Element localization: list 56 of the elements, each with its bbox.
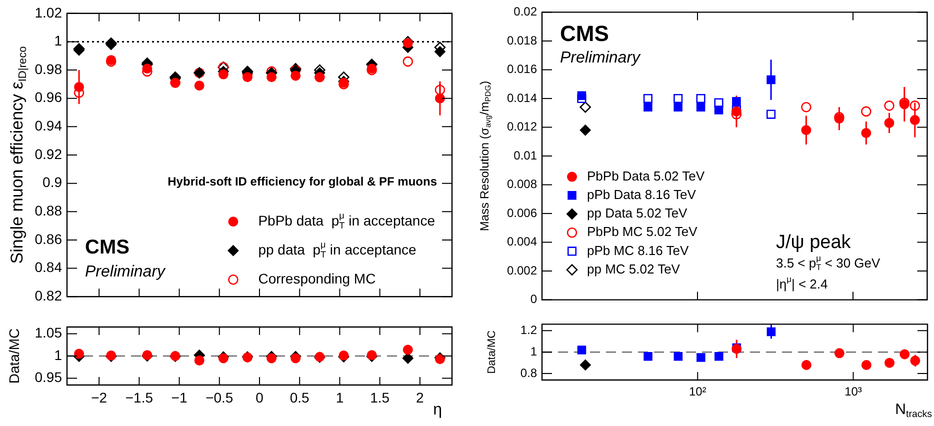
y-tick-label: 0: [530, 292, 538, 306]
y-axis-title: Data/MC: [486, 330, 498, 374]
y-tick-label: 0.002: [506, 263, 538, 278]
legend-label: Corresponding MC: [258, 270, 376, 286]
y-axis-title: Single muon efficiency εID|reco: [8, 46, 30, 264]
y-tick-label: 0.84: [34, 259, 62, 276]
legend-label: pPb MC 8.16 TeV: [587, 242, 689, 258]
x-tick-label: 2: [416, 389, 424, 406]
y-tick-label: 1: [54, 346, 62, 363]
annotation: J/ψ peak: [776, 232, 852, 254]
y-tick-label: 0.014: [506, 90, 538, 105]
annotation: Preliminary: [85, 263, 166, 280]
y-tick-label: 0.016: [506, 62, 538, 76]
legend-label: pp Data 5.02 TeV: [587, 206, 688, 221]
x-tick-label: 1: [336, 389, 344, 406]
y-tick-label: 0.98: [34, 60, 62, 77]
y-tick-label: 0.012: [506, 120, 538, 134]
annotation: Preliminary: [560, 49, 642, 66]
y-tick-label: 0.018: [506, 33, 538, 48]
x-tick-label: −0.5: [206, 389, 234, 406]
y-tick-label: 0.92: [34, 146, 62, 162]
y-tick-label: 0.95: [34, 369, 62, 386]
y-tick-label: 1.05: [34, 324, 62, 341]
y-tick-label: 0.94: [34, 118, 62, 134]
x-tick-label: 0.5: [290, 389, 310, 406]
y-tick-label: 0.8: [520, 366, 538, 380]
legend-label: pPb Data 8.16 TeV: [587, 186, 696, 202]
y-tick-label: 1.02: [34, 4, 62, 20]
x-tick-label: −1.5: [125, 389, 154, 406]
y-axis-title: Data/MC: [6, 328, 22, 384]
y-tick-label: 0.006: [506, 206, 538, 220]
annotation: Hybrid-soft ID efficiency for global & PF muons: [168, 174, 438, 188]
y-tick-label: 0.01: [514, 148, 538, 162]
y-tick-label: 1.2: [520, 322, 538, 337]
annotation: CMS: [85, 236, 130, 259]
annotation: CMS: [560, 21, 609, 46]
legend-label: PbPb MC 5.02 TeV: [587, 224, 698, 240]
x-tick-label: 0: [256, 389, 264, 406]
y-tick-label: 0.02: [514, 4, 538, 19]
x-tick-label: 10³: [844, 384, 862, 399]
y-tick-label: 0.96: [34, 89, 62, 106]
legend-label: pp MC 5.02 TeV: [587, 261, 680, 276]
y-tick-label: 1: [54, 32, 62, 49]
y-tick-label: 0.008: [506, 177, 538, 192]
x-tick-label: 10²: [688, 384, 706, 399]
x-tick-label: −1: [171, 389, 188, 406]
x-axis-title: η: [433, 401, 442, 418]
y-tick-label: 0.004: [506, 234, 538, 249]
y-tick-label: 1: [530, 344, 538, 358]
x-tick-label: −2: [91, 389, 108, 406]
y-tick-label: 0.86: [34, 230, 62, 247]
y-tick-label: 0.9: [42, 174, 62, 190]
y-tick-label: 0.88: [34, 202, 62, 218]
x-tick-label: 1.5: [370, 389, 390, 406]
legend-label: PbPb Data 5.02 TeV: [587, 168, 705, 184]
y-tick-label: 0.82: [34, 287, 62, 304]
